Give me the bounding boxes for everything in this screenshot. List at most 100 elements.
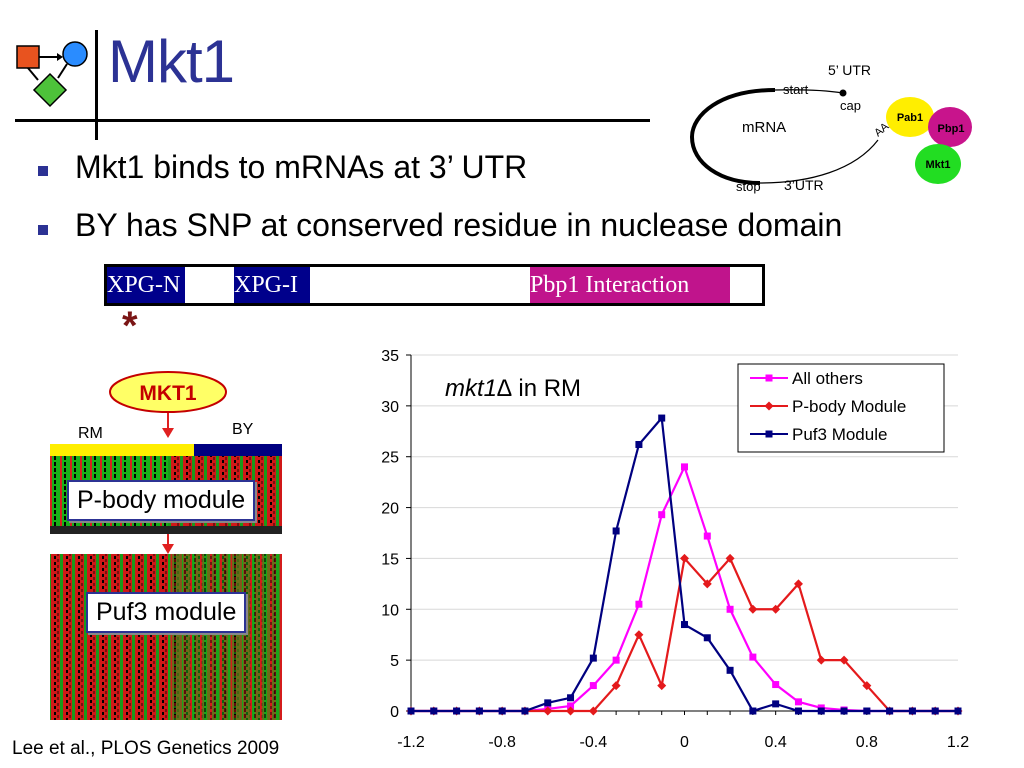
mrna-label: mRNA <box>742 119 786 136</box>
data-point-all-others <box>635 600 643 608</box>
heatmap-panel: MKT1 RM BY <box>50 371 282 720</box>
data-point-all-others <box>749 653 757 661</box>
legend-label-puf3-module: Puf3 Module <box>792 425 887 444</box>
data-point-p-body-module <box>839 655 849 665</box>
bullet-icon <box>38 225 48 235</box>
cap-dot <box>839 89 847 97</box>
data-point-puf3-module <box>521 707 529 715</box>
data-point-p-body-module <box>611 681 621 691</box>
data-point-puf3-module <box>840 707 848 715</box>
chart-title-strain: in RM <box>512 375 581 402</box>
y-tick-label: 35 <box>381 348 399 365</box>
legend-marker-puf3-module <box>765 430 773 438</box>
data-point-p-body-module <box>566 706 576 716</box>
data-point-all-others <box>794 698 802 706</box>
page-title: Mkt1 <box>108 28 235 95</box>
series-p-body-module <box>406 553 963 716</box>
data-point-puf3-module <box>544 699 552 707</box>
data-point-puf3-module <box>703 634 711 642</box>
data-point-puf3-module <box>863 707 871 715</box>
mkt1-node <box>915 144 961 184</box>
data-point-p-body-module <box>680 553 689 563</box>
data-point-all-others <box>772 681 780 689</box>
y-tick-label: 20 <box>381 501 399 518</box>
domain-xpg-n: XPG-N <box>107 267 185 303</box>
data-point-p-body-module <box>793 579 803 589</box>
pab1-label: Pab1 <box>897 112 923 124</box>
rm-label: RM <box>78 425 103 442</box>
data-point-puf3-module <box>475 707 483 715</box>
domain-xpg-i: XPG-I <box>234 267 310 303</box>
data-point-all-others <box>567 702 575 710</box>
mkt1-gene-label: MKT1 <box>139 382 196 405</box>
y-tick-label: 15 <box>381 551 399 568</box>
data-point-p-body-module <box>657 681 667 691</box>
data-point-puf3-module <box>954 707 962 715</box>
data-point-puf3-module <box>430 707 438 715</box>
x-tick-label: 1.2 <box>947 734 969 751</box>
x-tick-label: -0.4 <box>580 734 608 751</box>
puf3-module-label: Puf3 module <box>86 592 247 633</box>
by-strain-bar <box>194 444 282 456</box>
cap-label: cap <box>840 98 861 113</box>
pbody-module-label: P-body module <box>67 480 256 521</box>
series-line-all-others <box>411 463 958 713</box>
data-point-puf3-module <box>817 707 825 715</box>
start-label: start <box>783 82 809 97</box>
legend-marker-p-body-module <box>764 401 774 411</box>
x-tick-label: -1.2 <box>397 734 425 751</box>
mkt1-gene-node <box>109 371 227 413</box>
title-divider-vertical <box>95 30 98 140</box>
chart-legend: All others P-body Module Puf3 Module <box>737 363 945 453</box>
pab1-node <box>886 97 934 137</box>
y-tick-label: 10 <box>381 602 399 619</box>
data-point-all-others <box>703 532 711 540</box>
x-tick-label: -0.8 <box>488 734 516 751</box>
utr5-label: 5’ UTR <box>828 62 871 78</box>
data-point-p-body-module <box>771 604 781 614</box>
distribution-chart: 0 5 10 15 20 25 30 35 -1.2 -0.8 -0.4 0 0.4 0.8 1.2 mkt… <box>381 348 969 751</box>
y-tick-label: 30 <box>381 399 399 416</box>
chart-title: mkt1∆ in RM <box>445 375 581 402</box>
data-point-p-body-module <box>748 604 758 614</box>
bullet-1: Mkt1 binds to mRNAs at 3’ UTR <box>75 149 528 185</box>
data-point-p-body-module <box>816 655 826 665</box>
data-point-puf3-module <box>886 707 894 715</box>
data-point-all-others <box>726 605 734 613</box>
data-point-puf3-module <box>908 707 916 715</box>
data-point-puf3-module <box>931 707 939 715</box>
bullet-icon <box>38 166 48 176</box>
data-point-puf3-module <box>407 707 415 715</box>
data-point-all-others <box>612 656 620 664</box>
x-tick-label: 0 <box>680 734 689 751</box>
data-point-puf3-module <box>658 414 666 422</box>
series-line-p-body-module <box>411 556 958 713</box>
rm-strain-bar <box>50 444 194 456</box>
data-point-puf3-module <box>681 621 688 629</box>
data-point-p-body-module <box>862 681 872 691</box>
data-point-puf3-module <box>567 694 575 702</box>
chart-title-gene: mkt1 <box>445 375 497 402</box>
data-point-puf3-module <box>589 654 597 662</box>
series-puf3-module <box>407 414 962 715</box>
legend-label-p-body-module: P-body Module <box>792 397 906 416</box>
protein-domain-bar: XPG-N XPG-I Pbp1 Interaction <box>104 264 765 306</box>
data-point-puf3-module <box>749 707 757 715</box>
domain-pbp1-interaction: Pbp1 Interaction <box>530 267 730 303</box>
data-point-puf3-module <box>794 707 802 715</box>
pbp1-label: Pbp1 <box>938 123 965 135</box>
data-point-p-body-module <box>725 553 735 563</box>
data-point-puf3-module <box>612 527 620 535</box>
data-point-puf3-module <box>772 700 780 708</box>
legend-label-all-others: All others <box>792 369 863 388</box>
data-point-puf3-module <box>635 441 643 449</box>
data-point-all-others <box>589 682 597 690</box>
y-tick-label: 0 <box>390 704 399 721</box>
x-tick-label: 0.8 <box>856 734 878 751</box>
citation: Lee et al., PLOS Genetics 2009 <box>12 738 280 759</box>
by-label: BY <box>232 421 254 438</box>
snp-marker: * <box>122 304 138 348</box>
data-point-all-others <box>658 511 666 519</box>
series-all-others <box>407 463 962 715</box>
data-point-puf3-module <box>453 707 461 715</box>
